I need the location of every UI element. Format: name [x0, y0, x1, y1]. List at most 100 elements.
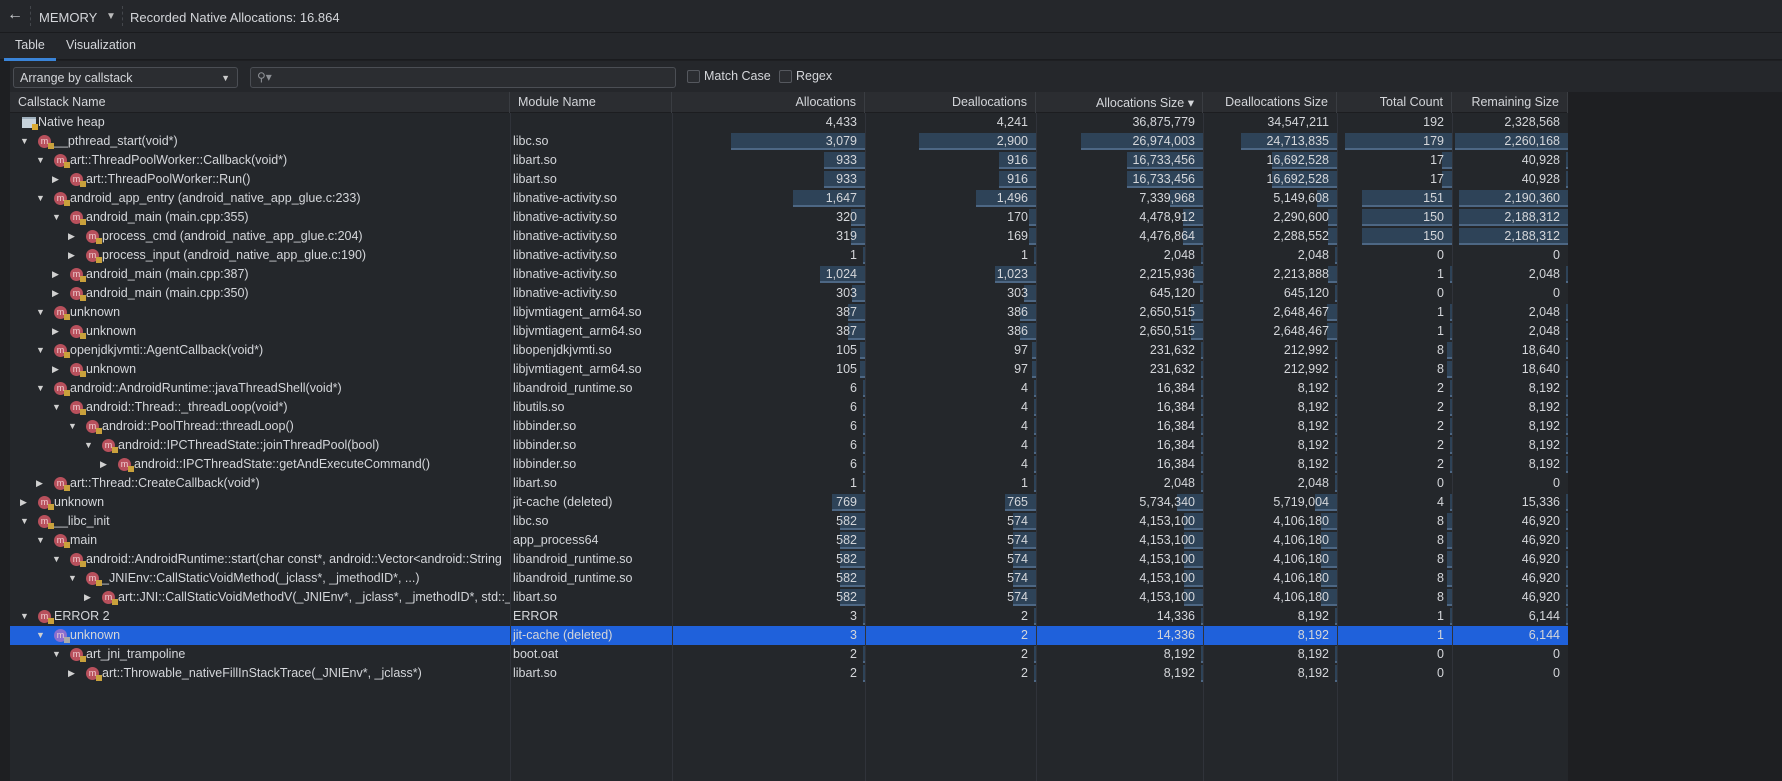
table-row[interactable]: ▼ m unknown jit-cache (deleted) 3 2 14,336 8,19…	[10, 626, 1568, 645]
expand-arrow-icon[interactable]: ▼	[20, 611, 29, 621]
table-row[interactable]: ▼ m ERROR 2 ERROR 3 2 14,336 8,192 1 6,144	[10, 607, 1568, 626]
table-row[interactable]: ▼ m android::PoolThread::threadLoop() libbi…	[10, 417, 1568, 436]
expand-arrow-icon[interactable]: ▼	[36, 535, 45, 545]
expand-arrow-icon[interactable]: ▼	[36, 307, 45, 317]
expand-arrow-icon[interactable]: ▼	[36, 193, 45, 203]
chevron-down-icon[interactable]: ▼	[106, 11, 116, 22]
table-row[interactable]: ▼ m android::AndroidRuntime::start(char co…	[10, 550, 1568, 569]
tab-table[interactable]: Table	[4, 38, 56, 61]
collapse-arrow-icon[interactable]: ▶	[100, 459, 107, 469]
value-bar	[1334, 285, 1337, 302]
deallocations-cell: 169	[865, 227, 1036, 246]
table-row[interactable]: ▼ m main app_process64 582 574 4,153,100 4,106,…	[10, 531, 1568, 550]
table-row[interactable]: ▼ m android_app_entry (android_native_app_…	[10, 189, 1568, 208]
collapse-arrow-icon[interactable]: ▶	[52, 326, 59, 336]
callstack-name: process_input (android_native_app_glue.c…	[102, 248, 367, 262]
expand-arrow-icon[interactable]: ▼	[68, 421, 77, 431]
cell-value: 1	[850, 248, 857, 262]
collapse-arrow-icon[interactable]: ▶	[84, 592, 91, 602]
search-input[interactable]: ⚲▾	[250, 67, 676, 88]
cell-value: 46,920	[1521, 533, 1560, 547]
collapse-arrow-icon[interactable]: ▶	[52, 288, 59, 298]
table-row[interactable]: ▶ m android_main (main.cpp:350) libnative-a…	[10, 284, 1568, 303]
collapse-arrow-icon[interactable]: ▶	[52, 364, 59, 374]
value-bar	[1012, 513, 1036, 530]
column-callstack-name-header[interactable]: Callstack Name	[10, 92, 510, 113]
expand-arrow-icon[interactable]: ▼	[52, 212, 61, 222]
table-row[interactable]: ▶ m art::Thread::CreateCallback(void*) liba…	[10, 474, 1568, 493]
cell-value: 2,328,568	[1504, 115, 1560, 129]
collapse-arrow-icon[interactable]: ▶	[52, 174, 59, 184]
table-row[interactable]: ▼ m art_jni_trampoline boot.oat 2 2 8,192 8,192…	[10, 645, 1568, 664]
collapse-arrow-icon[interactable]: ▶	[36, 478, 43, 488]
value-bar	[1459, 209, 1568, 226]
column-total-count-header[interactable]: Total Count	[1337, 92, 1452, 113]
table-row[interactable]: ▼ m art::ThreadPoolWorker::Callback(void*)…	[10, 151, 1568, 170]
table-row[interactable]: ▶ m unknown libjvmtiagent_arm64.so 105 97 231,…	[10, 360, 1568, 379]
value-bar	[1566, 608, 1568, 625]
column-deallocations-size-header[interactable]: Deallocations Size	[1203, 92, 1337, 113]
expand-arrow-icon[interactable]: ▼	[84, 440, 93, 450]
value-bar	[1566, 361, 1568, 378]
table-row[interactable]: ▼ m android_main (main.cpp:355) libnative-a…	[10, 208, 1568, 227]
value-bar	[1335, 456, 1337, 473]
expand-arrow-icon[interactable]: ▼	[68, 573, 77, 583]
tab-visualization[interactable]: Visualization	[66, 38, 136, 52]
method-icon: m	[54, 306, 70, 320]
collapse-arrow-icon[interactable]: ▶	[68, 668, 75, 678]
collapse-arrow-icon[interactable]: ▶	[68, 231, 75, 241]
table-row[interactable]: ▼ m android::Thread::_threadLoop(void*) lib…	[10, 398, 1568, 417]
collapse-arrow-icon[interactable]: ▶	[20, 497, 27, 507]
arrange-dropdown[interactable]: Arrange by callstack ▼	[13, 67, 238, 88]
expand-arrow-icon[interactable]: ▼	[52, 554, 61, 564]
expand-arrow-icon[interactable]: ▼	[36, 630, 45, 640]
module-name-cell: libnative-activity.so	[513, 267, 617, 281]
expand-arrow-icon[interactable]: ▼	[52, 402, 61, 412]
collapse-arrow-icon[interactable]: ▶	[68, 250, 75, 260]
column-deallocations-header[interactable]: Deallocations	[865, 92, 1036, 113]
expand-arrow-icon[interactable]: ▼	[52, 649, 61, 659]
expand-arrow-icon[interactable]: ▼	[36, 345, 45, 355]
regex-checkbox[interactable]	[779, 70, 792, 83]
column-allocations-header[interactable]: Allocations	[672, 92, 865, 113]
expand-arrow-icon[interactable]: ▼	[20, 136, 29, 146]
value-bar	[1201, 247, 1203, 264]
match-case-checkbox[interactable]	[687, 70, 700, 83]
table-row[interactable]: ▶ m android::IPCThreadState::getAndExecute…	[10, 455, 1568, 474]
total-count-cell: 0	[1337, 284, 1452, 303]
table-row[interactable]: ▶ m process_cmd (android_native_app_glue.c…	[10, 227, 1568, 246]
table-row[interactable]: ▶ m unknown libjvmtiagent_arm64.so 387 386 2,6…	[10, 322, 1568, 341]
table-row[interactable]: ▶ m android_main (main.cpp:387) libnative-a…	[10, 265, 1568, 284]
table-row[interactable]: ▼ m openjdkjvmti::AgentCallback(void*) libo…	[10, 341, 1568, 360]
column-remaining-size-header[interactable]: Remaining Size	[1452, 92, 1568, 113]
module-name-cell: libopenjdkjvmti.so	[513, 343, 612, 357]
arrow-left-icon[interactable]: ←	[7, 6, 23, 23]
allocations-size-cell: 645,120	[1036, 284, 1203, 303]
expand-arrow-icon[interactable]: ▼	[36, 383, 45, 393]
table-row[interactable]: ▼ m unknown libjvmtiagent_arm64.so 387 386 2,6…	[10, 303, 1568, 322]
value-bar	[1566, 399, 1568, 416]
table-row[interactable]: ▶ m art::JNI::CallStaticVoidMethodV(_JNIEn…	[10, 588, 1568, 607]
expand-arrow-icon[interactable]: ▼	[20, 516, 29, 526]
cell-value: 582	[836, 533, 857, 547]
value-bar	[1566, 437, 1568, 454]
table-row[interactable]: ▼ m __libc_init libc.so 582 574 4,153,100 4,106…	[10, 512, 1568, 531]
expand-arrow-icon[interactable]: ▼	[36, 155, 45, 165]
cell-value: 15,336	[1521, 495, 1560, 509]
table-row[interactable]: ▶ m art::Throwable_nativeFillInStackTrace(…	[10, 664, 1568, 683]
table-row[interactable]: ▶ m art::ThreadPoolWorker::Run() libart.so 9…	[10, 170, 1568, 189]
deallocations-size-cell: 8,192	[1203, 607, 1337, 626]
table-row[interactable]: ▶ m unknown jit-cache (deleted) 769 765 5,734,…	[10, 493, 1568, 512]
column-module-name-header[interactable]: Module Name	[510, 92, 672, 113]
table-row[interactable]: ▼ m android::IPCThreadState::joinThreadPoo…	[10, 436, 1568, 455]
table-row[interactable]: ▼ m __pthread_start(void*) libc.so 3,079 2,90…	[10, 132, 1568, 151]
table-row[interactable]: ▶ m process_input (android_native_app_glue…	[10, 246, 1568, 265]
profiler-selector[interactable]: MEMORY	[39, 10, 98, 25]
table-row[interactable]: Native heap 4,433 4,241 36,875,779 34,547,21…	[10, 113, 1568, 132]
table-row[interactable]: ▼ m android::AndroidRuntime::javaThreadShe…	[10, 379, 1568, 398]
column-allocations-size-header[interactable]: Allocations Size ▾	[1036, 92, 1203, 113]
cell-value: 2	[1437, 400, 1444, 414]
table-row[interactable]: ▼ m _JNIEnv::CallStaticVoidMethod(_jclass*…	[10, 569, 1568, 588]
cell-value: 2,288,552	[1273, 229, 1329, 243]
collapse-arrow-icon[interactable]: ▶	[52, 269, 59, 279]
